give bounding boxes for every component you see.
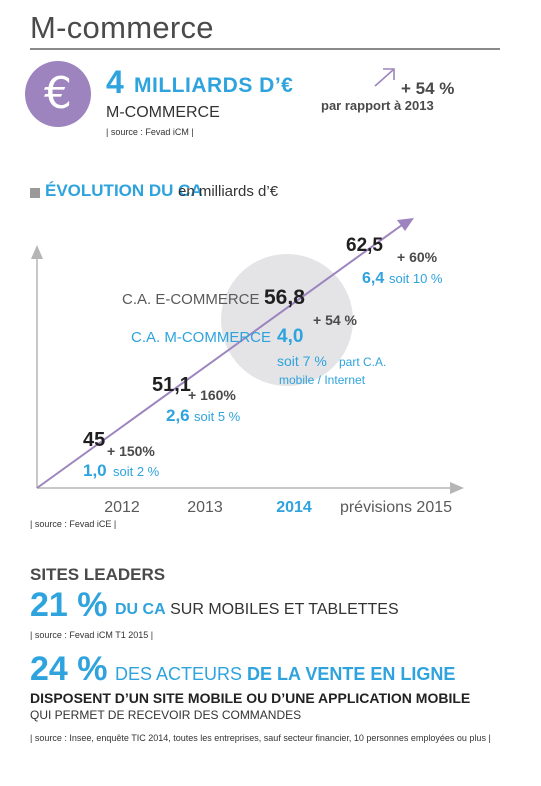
- title-divider: [30, 48, 500, 50]
- mcommerce-value: 1,0: [83, 461, 107, 480]
- section-subtitle: en milliards d’€: [178, 183, 279, 200]
- section-bullet: [30, 188, 40, 198]
- stat-21-strong: DU CA: [115, 601, 166, 618]
- annotation-2014-line1: part C.A.: [339, 355, 386, 369]
- share-label: soit 5 %: [194, 409, 241, 424]
- euro-icon: €: [44, 68, 72, 119]
- growth-label: + 160%: [188, 387, 236, 403]
- source-fevad-icm-t1: | source : Fevad iCM T1 2015 |: [30, 630, 154, 640]
- trend-line-arrow: [397, 218, 414, 231]
- annotation-2014-line2: mobile / Internet: [279, 373, 366, 387]
- mcommerce-amount: 4: [106, 64, 124, 100]
- series-label-ecommerce: C.A. E-COMMERCE: [122, 291, 260, 308]
- ecommerce-value: 56,8: [264, 286, 305, 309]
- trend-line: [36, 224, 403, 489]
- trend-up-arrow-icon: [374, 68, 395, 87]
- mcommerce-value: 2,6: [166, 406, 190, 425]
- x-tick-label: 2014: [276, 499, 312, 515]
- share-label: soit 7 %: [277, 353, 327, 369]
- stat-24-line3: QUI PERMET DE RECEVOIR DES COMMANDES: [30, 708, 302, 722]
- mcommerce-amount-unit: MILLIARDS D’€: [134, 74, 294, 97]
- source-fevad-icm: | source : Fevad iCM |: [106, 127, 194, 137]
- stat-24-percent: 24 %: [30, 650, 108, 688]
- source-insee: | source : Insee, enquête TIC 2014, tout…: [30, 733, 491, 743]
- stat-21-percent: 21 %: [30, 586, 108, 624]
- x-tick-label: 2012: [104, 499, 140, 515]
- page-title: M-commerce: [30, 10, 214, 45]
- source-fevad-ice: | source : Fevad iCE |: [30, 519, 117, 529]
- ca-evolution-chart: 2012 2013 2014 prévisions 2015 45 51,1 56,8 62,…: [31, 218, 464, 515]
- growth-comparison: par rapport à 2013: [321, 98, 434, 113]
- highlight-bubble-2014: [221, 254, 353, 386]
- growth-label: + 150%: [107, 443, 155, 459]
- share-label: soit 10 %: [389, 271, 443, 286]
- ecommerce-value: 45: [83, 429, 105, 451]
- euro-badge: €: [25, 61, 91, 127]
- share-label: soit 2 %: [113, 464, 160, 479]
- growth-label: + 54 %: [313, 312, 358, 328]
- stat-21-description: DU CA SUR MOBILES ET TABLETTES: [115, 601, 399, 619]
- mcommerce-value: 6,4: [362, 270, 384, 287]
- series-label-mcommerce: C.A. M-COMMERCE: [131, 329, 271, 346]
- mcommerce-value: 4,0: [277, 326, 303, 347]
- growth-percentage: + 54 %: [401, 79, 455, 98]
- y-axis-arrow: [31, 245, 43, 259]
- stat-24-description: DES ACTEURS DE LA VENTE EN LIGNE: [115, 664, 455, 685]
- x-tick-label: 2013: [187, 499, 223, 515]
- mcommerce-label: M-COMMERCE: [106, 104, 220, 121]
- x-tick-label: prévisions 2015: [340, 499, 452, 515]
- ecommerce-value: 51,1: [152, 374, 191, 396]
- section-title: ÉVOLUTION DU CA: [45, 181, 203, 200]
- x-axis-arrow: [450, 482, 464, 494]
- ecommerce-value: 62,5: [346, 235, 383, 256]
- stat-24-part-a: DES ACTEURS: [115, 664, 248, 684]
- stat-21-rest: SUR MOBILES ET TABLETTES: [165, 601, 399, 618]
- stat-24-line2: DISPOSENT D’UN SITE MOBILE OU D’UNE APPL…: [30, 690, 471, 706]
- growth-label: + 60%: [397, 249, 438, 265]
- stat-24-part-b: DE LA VENTE EN LIGNE: [247, 664, 456, 684]
- leaders-title: SITES LEADERS: [30, 565, 166, 584]
